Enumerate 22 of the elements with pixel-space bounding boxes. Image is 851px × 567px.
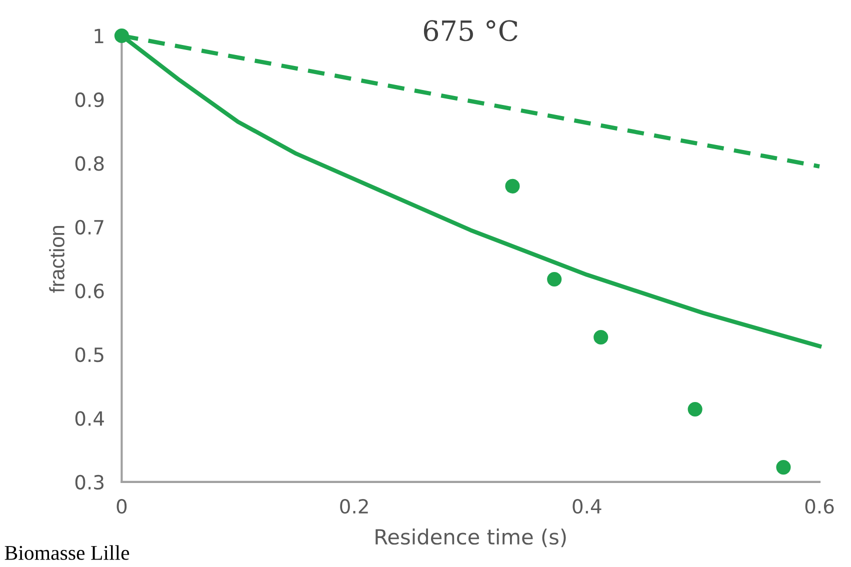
y-tick-label: 0.6 [75, 284, 104, 298]
point [547, 272, 562, 287]
x-axis-title: Residence time (s) [376, 528, 566, 548]
y-tick-label: 0.8 [75, 156, 104, 171]
y-tick-label: 0.3 [75, 474, 104, 490]
point [594, 330, 608, 345]
point [505, 178, 520, 194]
x-tick-label: 0.2 [340, 498, 368, 514]
point [114, 28, 129, 44]
point [688, 402, 702, 417]
x-tick-label: 0 [116, 498, 127, 514]
y-tick-label: 0.7 [75, 220, 104, 235]
y-tick-label: 1 [94, 28, 104, 44]
y-tick-label: 0.5 [75, 347, 104, 362]
y-axis-title: fraction [49, 226, 64, 293]
text: Biomasse Lille [4, 545, 130, 560]
x-tick-label: 0.4 [572, 498, 602, 514]
chart-title: 675 °C [424, 20, 518, 42]
x-tick-label: 0.6 [805, 498, 834, 514]
y-tick-label: 0.4 [75, 411, 104, 426]
point [776, 460, 791, 475]
y-tick-label: 0.9 [75, 92, 104, 108]
